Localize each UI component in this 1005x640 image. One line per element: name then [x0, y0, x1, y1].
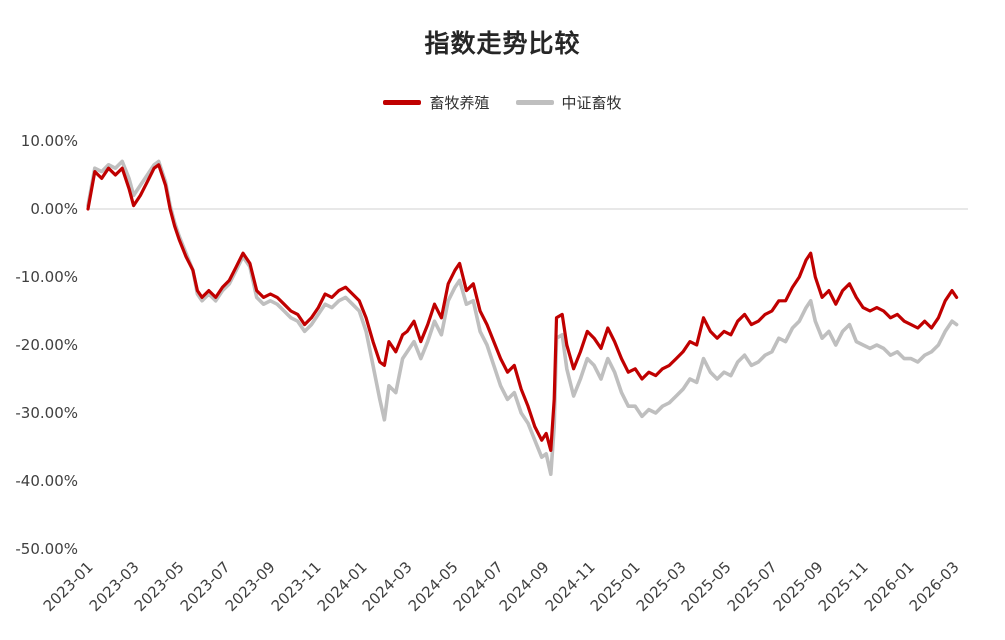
- legend-item-series-2: 中证畜牧: [515, 92, 622, 113]
- y-axis-label: 0.00%: [30, 200, 78, 218]
- legend-label-series-1: 畜牧养殖: [429, 94, 490, 112]
- y-axis-label: -20.00%: [15, 336, 78, 354]
- legend-item-series-1: 畜牧养殖: [383, 92, 490, 113]
- y-axis-label: 10.00%: [20, 132, 78, 150]
- y-axis-label: -40.00%: [15, 472, 78, 490]
- legend-swatch-red-icon: [383, 100, 422, 105]
- series-line-1: [86, 163, 959, 452]
- series-line-2: [86, 159, 959, 477]
- chart-title: 指数走势比较: [424, 29, 581, 58]
- y-axis-label: -30.00%: [15, 404, 78, 422]
- legend-label-series-2: 中证畜牧: [561, 94, 622, 112]
- legend: 畜牧养殖 中证畜牧: [0, 92, 1005, 113]
- y-axis-label: -50.00%: [15, 540, 78, 558]
- legend-swatch-gray-icon: [515, 100, 554, 105]
- y-axis-label: -10.00%: [15, 268, 78, 286]
